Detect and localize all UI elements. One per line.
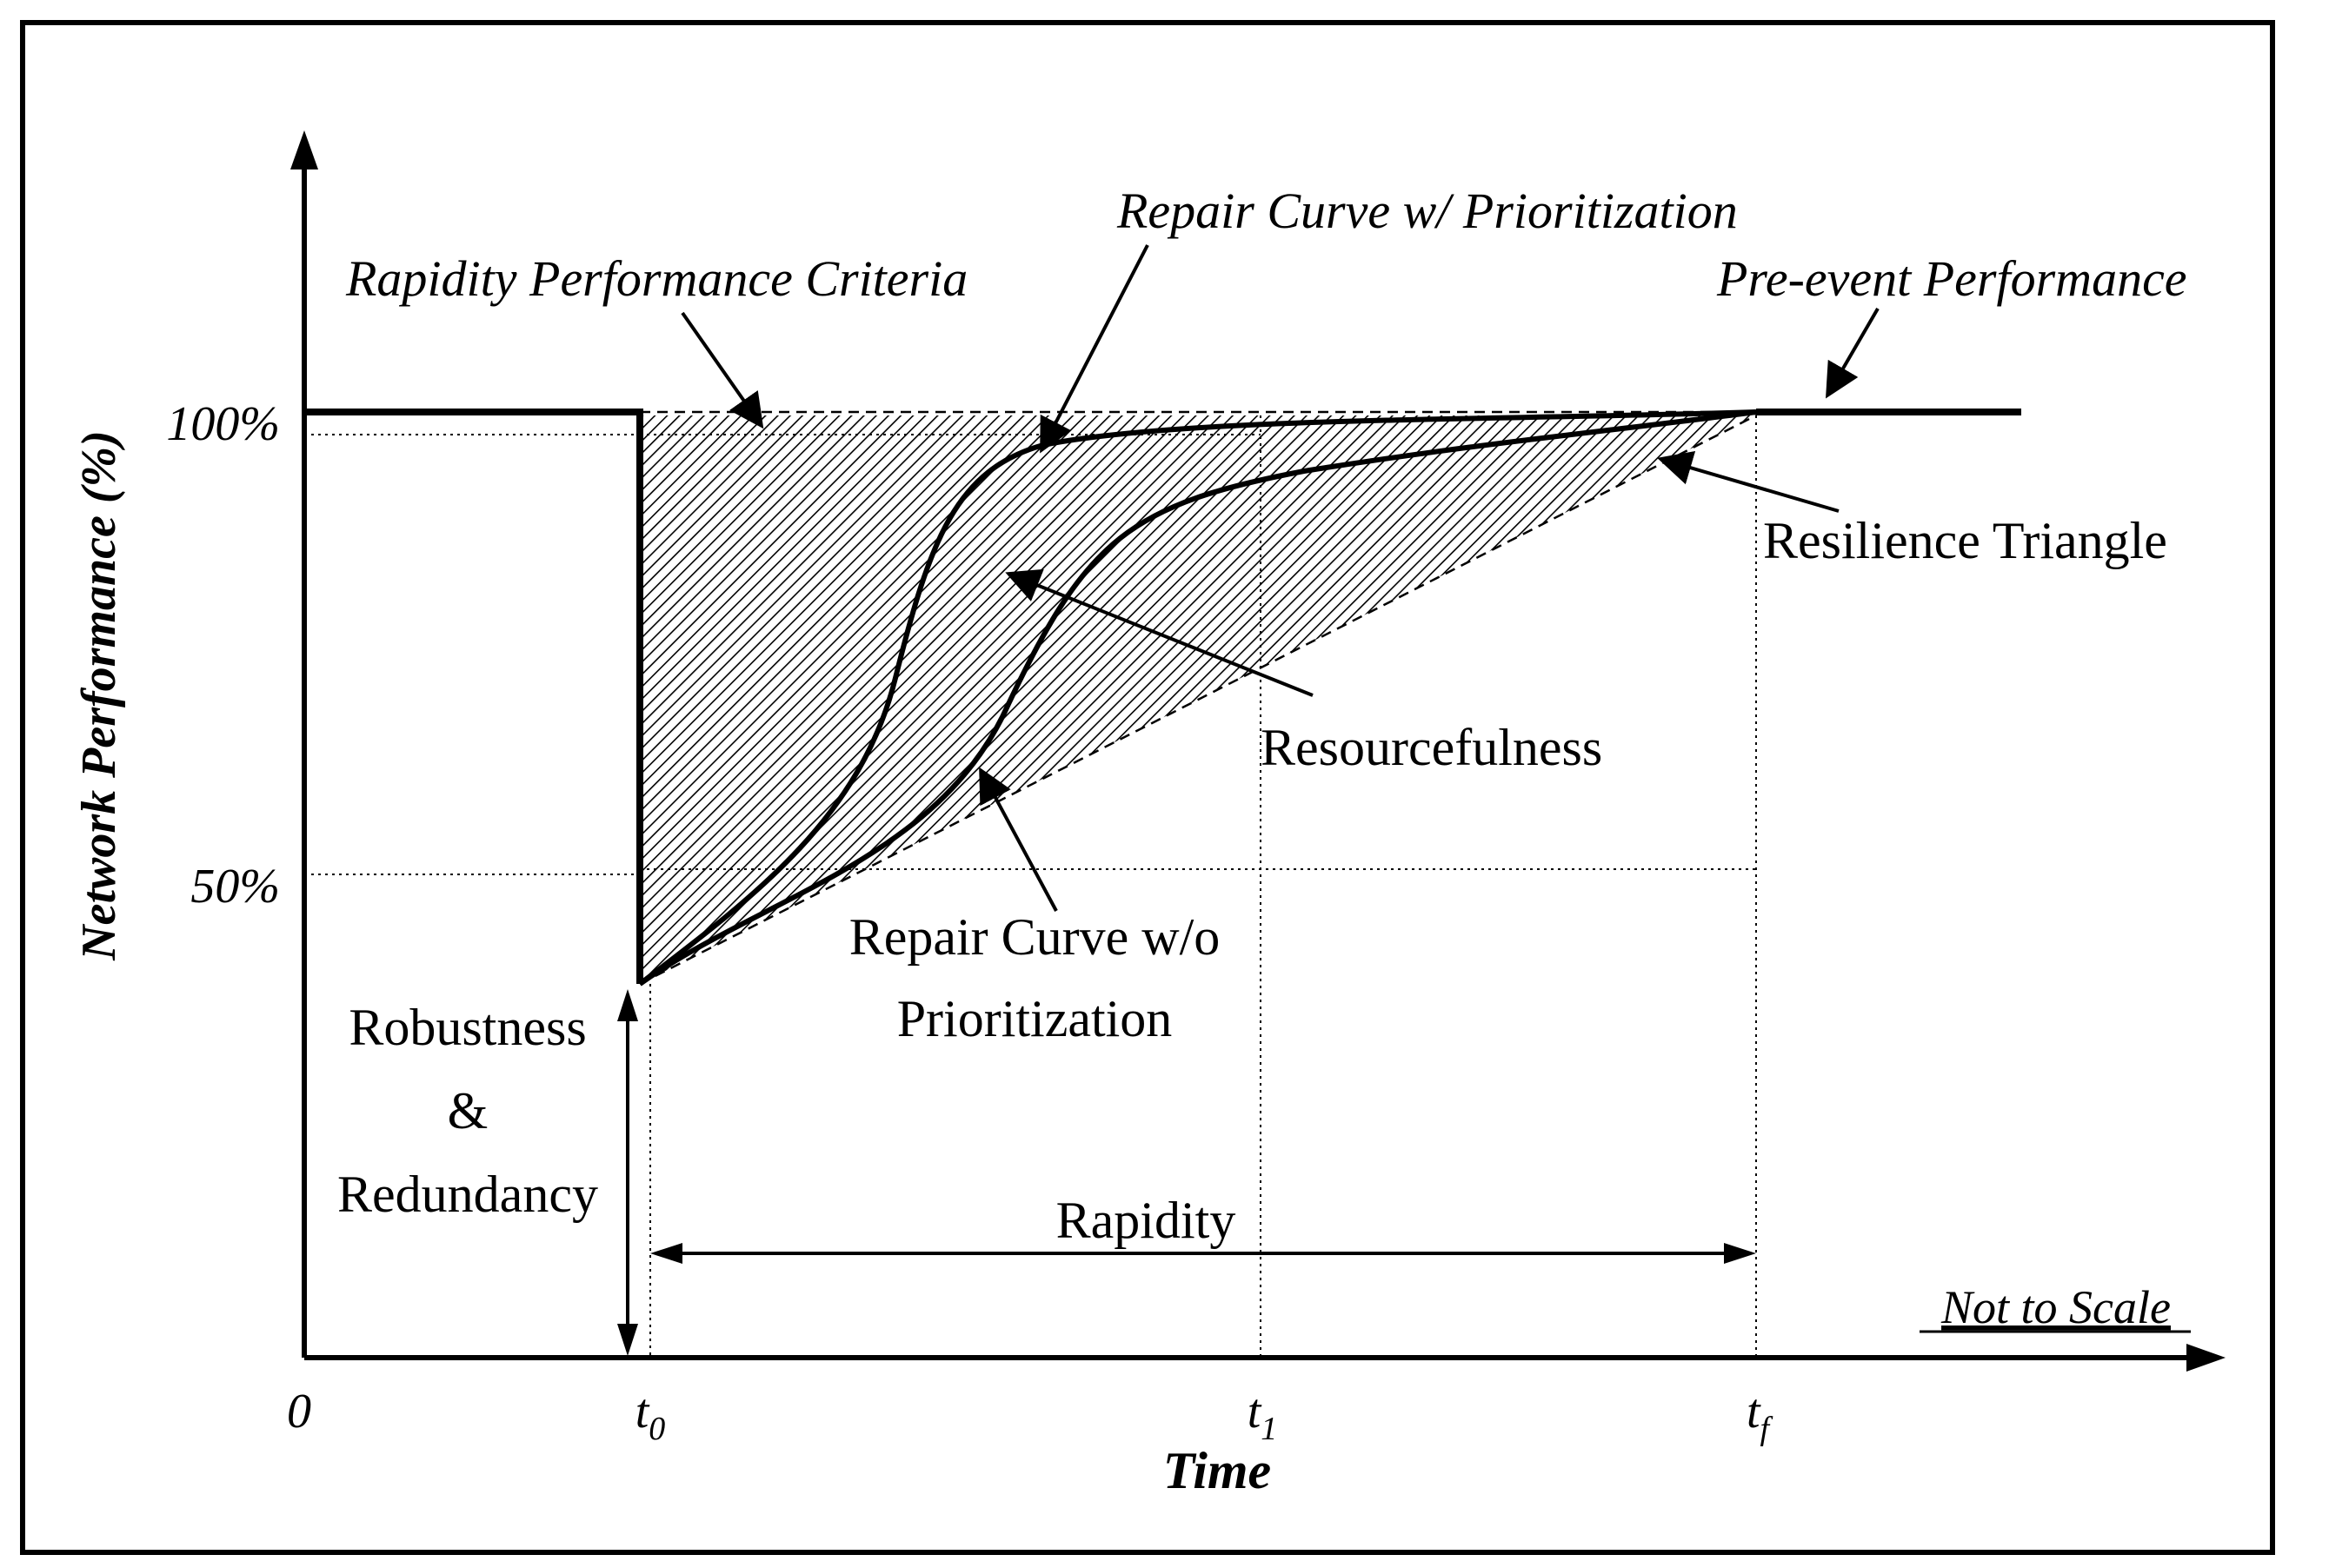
repair-without-priority-label-line2: Prioritization xyxy=(897,990,1173,1047)
y-axis-arrowhead xyxy=(290,130,318,169)
repair-curve-with-prioritization xyxy=(638,409,1757,987)
y-tick-50: 50% xyxy=(190,860,280,914)
resourcefulness-label: Resourcefulness xyxy=(1261,719,1602,776)
outer-border xyxy=(20,20,2275,1555)
repair-without-priority-label-line1: Repair Curve w/o xyxy=(849,908,1221,966)
x-axis-label: Time xyxy=(1163,1442,1271,1499)
not-to-scale-label: Not to Scale xyxy=(1940,1281,2171,1333)
x-axis-arrowhead xyxy=(2186,1344,2226,1372)
robustness-label-line3: Redundancy xyxy=(337,1166,598,1223)
repair-curve-without-prioritization xyxy=(638,409,1757,987)
resilience-triangle-label: Resilience Triangle xyxy=(1763,512,2167,569)
performance-line xyxy=(304,409,643,984)
rapidity-arrow xyxy=(650,1243,1756,1264)
robustness-label-line2: & xyxy=(448,1082,489,1139)
triangle-edges xyxy=(639,410,1757,986)
axes xyxy=(302,156,2199,1360)
rapidity-criteria-arrow xyxy=(681,311,764,429)
x-tick-t1: t1 xyxy=(1248,1385,1278,1447)
guide-lines xyxy=(304,415,1757,1358)
resilience-triangle-arrow xyxy=(1657,450,1840,513)
robustness-label-line1: Robustness xyxy=(349,999,586,1056)
robustness-arrow xyxy=(617,989,638,1356)
rapidity-criteria-label: Rapidity Performance Criteria xyxy=(345,250,968,307)
repair-without-priority-arrow xyxy=(979,767,1058,912)
pre-event-arrow xyxy=(1825,307,1880,399)
x-tick-t0: t0 xyxy=(635,1385,666,1447)
resourcefulness-arrow xyxy=(1005,568,1314,697)
rapidity-label: Rapidity xyxy=(1056,1192,1236,1249)
annotation-arrows xyxy=(681,244,1880,912)
pre-event-label: Pre-event Performance xyxy=(1716,250,2187,307)
y-tick-100: 100% xyxy=(166,397,280,451)
x-tick-tf: tf xyxy=(1747,1385,1773,1447)
origin-label: 0 xyxy=(287,1385,311,1438)
y-axis-label: Network Performance (%) xyxy=(72,430,126,961)
repair-with-priority-label: Repair Curve w/ Prioritization xyxy=(1116,183,1738,239)
repair-with-priority-arrow xyxy=(1040,244,1149,454)
